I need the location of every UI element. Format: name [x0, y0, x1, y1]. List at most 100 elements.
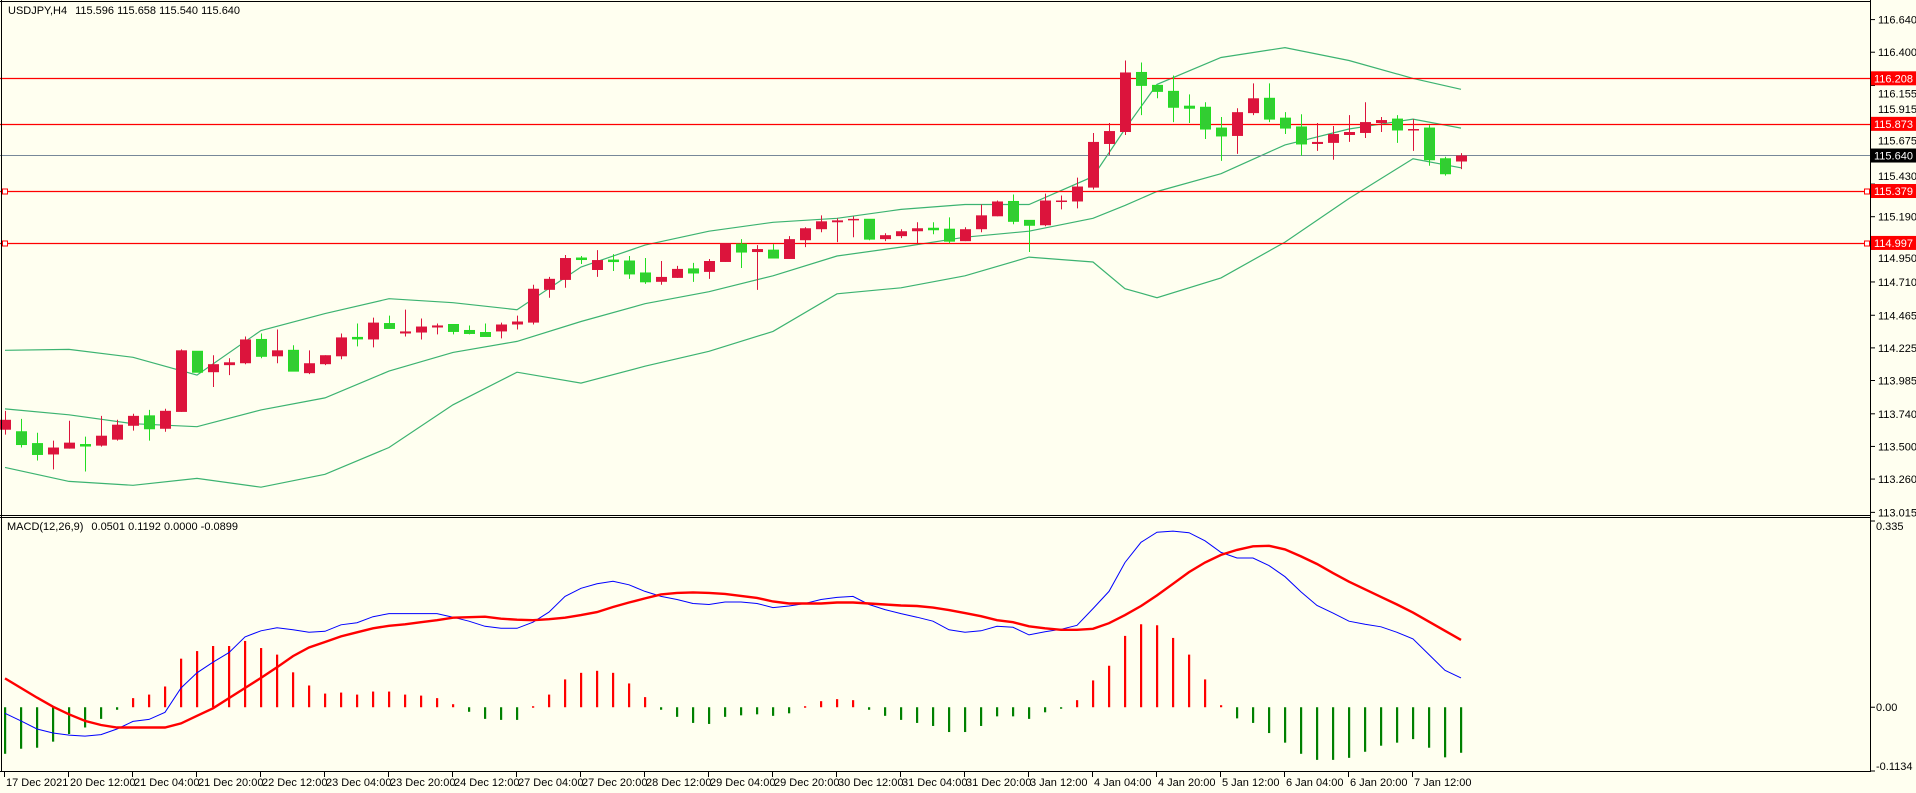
candle-body-bear — [736, 243, 747, 253]
candle — [768, 244, 779, 259]
time-axis-label: 28 Dec 12:00 — [646, 777, 711, 789]
candle-body-bull — [368, 322, 379, 340]
candle-body-bull — [560, 258, 571, 280]
candle-body-bull — [528, 288, 539, 323]
macd-histogram-bar — [836, 699, 839, 708]
candle — [592, 250, 603, 277]
price-axis-label: 115.190 — [1878, 212, 1916, 224]
candle — [1040, 193, 1051, 227]
candle-body-bull — [512, 321, 523, 325]
current-price-tag-label: 115.640 — [1874, 151, 1913, 163]
candle — [976, 204, 987, 233]
candle-body-bear — [192, 350, 203, 373]
macd-histogram-bar — [228, 646, 231, 708]
price-axis-label: 115.430 — [1878, 171, 1916, 183]
macd-histogram-bar — [564, 679, 567, 708]
macd-histogram-bar — [1124, 635, 1127, 708]
level-handle-right[interactable] — [1864, 240, 1870, 247]
candle-body-bear — [480, 332, 491, 337]
candle-body-bull — [128, 415, 139, 426]
candle-body-bear — [1008, 200, 1019, 222]
time-axis-label: 21 Dec 20:00 — [198, 777, 263, 789]
candle-body-bear — [768, 249, 779, 259]
candle-body-bull — [752, 249, 763, 253]
price-axis-label: 113.740 — [1878, 409, 1916, 421]
bollinger-upper-band — [4, 46, 1462, 376]
macd-histogram-bar — [644, 697, 647, 708]
time-axis-label: 6 Jan 04:00 — [1286, 777, 1344, 789]
candle-body-bull — [1056, 200, 1067, 203]
macd-histogram-bar — [1428, 707, 1431, 748]
candle-body-bull — [400, 331, 411, 334]
price-axis-label: 113.500 — [1878, 441, 1916, 453]
time-axis-label: 31 Dec 04:00 — [902, 777, 967, 789]
chart-frame — [0, 0, 1871, 772]
macd-histogram-bar — [68, 707, 71, 735]
level-price-tag-box — [1871, 235, 1916, 250]
candle — [112, 419, 123, 441]
macd-label: MACD(12,26,9) — [7, 521, 83, 533]
time-axis-label: 30 Dec 12:00 — [838, 777, 903, 789]
horizontal-levels[interactable] — [0, 77, 1870, 247]
candle-body-bear — [1136, 71, 1147, 86]
candle-body-bear — [1184, 105, 1195, 109]
candle-body-bear — [640, 272, 651, 283]
time-axis-label: 6 Jan 20:00 — [1350, 777, 1408, 789]
macd-histogram-bar — [1284, 707, 1287, 743]
candle-body-bull — [1344, 132, 1355, 135]
candle — [320, 355, 331, 366]
candle-body-bull — [1328, 134, 1339, 143]
time-axis-label: 5 Jan 12:00 — [1222, 777, 1280, 789]
level-handle-right[interactable] — [1864, 188, 1870, 195]
macd-histogram-bar — [1172, 637, 1175, 708]
candle — [432, 323, 443, 335]
candle — [784, 236, 795, 259]
macd-histogram-bar — [996, 707, 999, 717]
macd-histogram-bar — [436, 698, 439, 708]
candle — [1360, 102, 1371, 138]
candle — [464, 325, 475, 335]
candle-body-bear — [1152, 84, 1163, 92]
level-handle-left[interactable] — [2, 188, 8, 195]
candle — [352, 323, 363, 347]
time-axis-label: 27 Dec 20:00 — [582, 777, 647, 789]
time-axis-label: 23 Dec 04:00 — [326, 777, 391, 789]
candle-body-bull — [1232, 112, 1243, 136]
candle — [992, 200, 1003, 217]
candle — [400, 309, 411, 337]
candle-body-bear — [1440, 158, 1451, 175]
macd-histogram-bar — [340, 692, 343, 708]
candle-body-bull — [912, 228, 923, 232]
macd-histogram-bar — [708, 707, 711, 724]
current-price-tag-box — [1871, 148, 1916, 163]
candle-body-bear — [1296, 126, 1307, 145]
candle — [160, 408, 171, 432]
candle-body-bull — [1376, 120, 1387, 124]
macd-values-readout: 0.0501 0.1192 0.0000 -0.0899 — [91, 521, 238, 533]
level-handle-left[interactable] — [2, 240, 8, 247]
macd-histogram-bar — [660, 707, 663, 710]
macd-histogram-bar — [1412, 707, 1415, 740]
price-axis-label: 113.015 — [1878, 507, 1916, 519]
candle-body-bull — [336, 337, 347, 357]
candle — [1152, 84, 1163, 99]
candle-body-bull — [1040, 200, 1051, 226]
candle-body-bull — [704, 261, 715, 272]
candle — [256, 333, 267, 359]
candle-body-bull — [800, 228, 811, 241]
bollinger-bands — [4, 46, 1462, 488]
candle-body-bear — [464, 329, 475, 334]
price-axis-label: 113.985 — [1878, 376, 1916, 388]
macd-axis-label-bottom: -0.1134 — [1876, 761, 1913, 773]
candle — [1408, 119, 1419, 151]
level-price-tag-label: 115.873 — [1874, 119, 1913, 131]
candle — [1120, 60, 1131, 135]
macd-histogram-bar — [964, 707, 967, 733]
macd-histogram-bar — [580, 672, 583, 708]
candle-body-bull — [1312, 141, 1323, 144]
macd-histogram-bar — [1076, 700, 1079, 708]
candle — [448, 323, 459, 335]
candle — [48, 440, 59, 470]
candle — [704, 258, 715, 279]
